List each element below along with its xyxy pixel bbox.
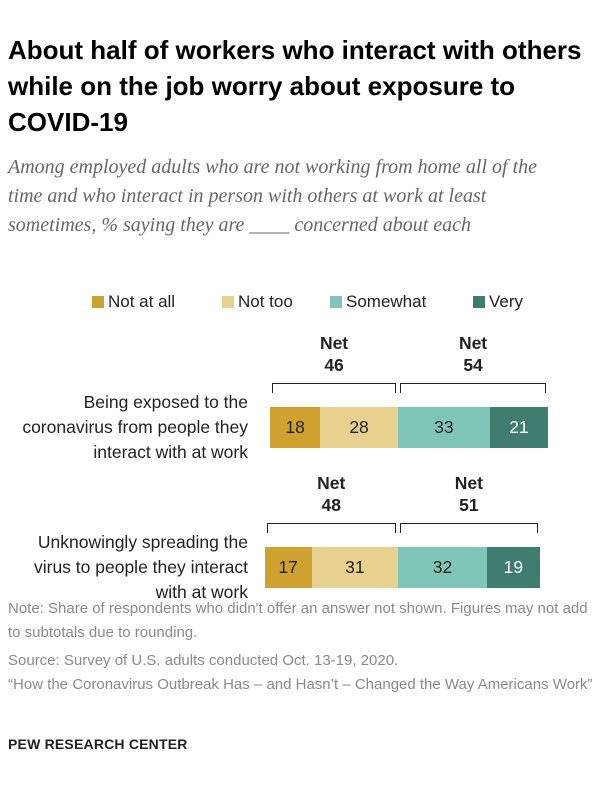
legend-label: Not too bbox=[238, 292, 293, 311]
net-bracket bbox=[400, 383, 547, 393]
category-label: Being exposed to the coronavirus from pe… bbox=[22, 392, 248, 462]
legend-swatch bbox=[222, 296, 234, 308]
legend-swatch bbox=[473, 296, 485, 308]
value-label: 19 bbox=[503, 557, 524, 577]
source: PEW RESEARCH CENTER bbox=[8, 736, 188, 752]
value-label: 31 bbox=[345, 557, 365, 577]
value-label: 28 bbox=[349, 417, 369, 437]
note: “How the Coronavirus Outbreak Has – and … bbox=[8, 676, 593, 693]
bar-segment bbox=[398, 547, 487, 588]
legend-swatch bbox=[92, 296, 104, 308]
value-label: 18 bbox=[285, 417, 305, 437]
net-value: 51 bbox=[459, 495, 479, 515]
net-value: 48 bbox=[321, 495, 341, 515]
net-label: Net bbox=[319, 333, 349, 353]
value-label: 21 bbox=[509, 417, 529, 437]
legend-label: Not at all bbox=[108, 292, 176, 311]
net-bracket bbox=[266, 523, 396, 533]
bar-segment bbox=[270, 407, 321, 448]
legend-swatch bbox=[330, 296, 342, 308]
legend-label: Somewhat bbox=[346, 292, 427, 311]
note: Source: Survey of U.S. adults conducted … bbox=[8, 652, 399, 669]
net-value: 46 bbox=[324, 355, 344, 375]
bar-segment bbox=[320, 407, 398, 448]
bar-segment bbox=[311, 547, 398, 588]
net-value: 54 bbox=[463, 355, 483, 375]
category-label: Unknowingly spreading the virus to peopl… bbox=[33, 532, 248, 602]
bar-segment bbox=[398, 407, 490, 448]
legend-label: Very bbox=[489, 292, 524, 311]
bar-segment bbox=[264, 547, 312, 588]
bar-segment bbox=[486, 547, 540, 588]
value-label: 32 bbox=[432, 557, 453, 577]
net-label: Net bbox=[317, 473, 346, 493]
chart-title: About half of workers who interact with … bbox=[8, 35, 582, 137]
net-bracket bbox=[400, 523, 538, 533]
value-label: 17 bbox=[278, 557, 298, 577]
net-label: Net bbox=[454, 473, 483, 493]
net-label: Net bbox=[458, 333, 488, 353]
net-bracket bbox=[272, 383, 396, 393]
note: Note: Share of respondents who didn't of… bbox=[8, 600, 588, 641]
chart-subtitle: Among employed adults who are not workin… bbox=[8, 156, 538, 236]
bar-segment bbox=[489, 407, 549, 448]
value-label: 33 bbox=[434, 417, 454, 437]
